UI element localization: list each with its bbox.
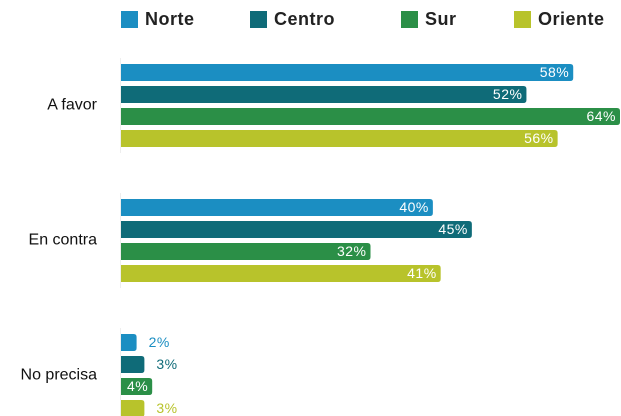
bar <box>121 378 153 395</box>
bar <box>121 356 145 373</box>
value-label: 2% <box>149 334 170 350</box>
bar <box>121 64 574 81</box>
legend-label: Sur <box>425 9 457 29</box>
bar <box>121 130 558 147</box>
category-label: En contra <box>29 232 98 249</box>
value-label: 41% <box>407 265 437 281</box>
legend-label: Norte <box>145 9 195 29</box>
value-label: 45% <box>438 221 468 237</box>
category-label: No precisa <box>21 367 98 384</box>
value-label: 32% <box>337 243 367 259</box>
bar <box>121 334 137 351</box>
category-label: A favor <box>47 97 97 114</box>
legend-label: Oriente <box>538 9 605 29</box>
legend-label: Centro <box>274 9 335 29</box>
legend-swatch <box>121 11 138 28</box>
bar <box>121 86 527 103</box>
value-label: 40% <box>399 199 429 215</box>
bar <box>121 221 472 238</box>
value-label: 3% <box>156 356 177 372</box>
value-label: 58% <box>540 64 570 80</box>
value-label: 64% <box>586 108 616 124</box>
value-label: 3% <box>156 400 177 416</box>
bar <box>121 108 620 125</box>
bar <box>121 243 371 260</box>
legend-swatch <box>514 11 531 28</box>
legend-swatch <box>401 11 418 28</box>
bar <box>121 199 433 216</box>
value-label: 56% <box>524 130 554 146</box>
bar <box>121 400 145 416</box>
value-label: 52% <box>493 86 523 102</box>
bar <box>121 265 441 282</box>
legend-swatch <box>250 11 267 28</box>
value-label: 4% <box>127 378 148 394</box>
